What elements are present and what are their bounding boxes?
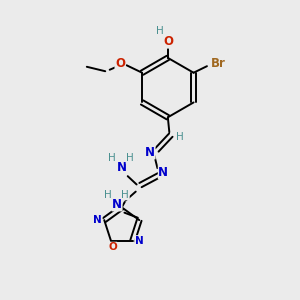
Text: N: N (135, 236, 143, 246)
Text: H: H (103, 190, 111, 200)
Text: O: O (108, 242, 117, 252)
Text: N: N (158, 166, 168, 179)
Text: H: H (126, 153, 134, 163)
Text: H: H (156, 26, 164, 36)
Text: N: N (112, 198, 122, 211)
Text: O: O (164, 35, 173, 48)
Text: N: N (117, 161, 127, 174)
Text: N: N (93, 215, 102, 225)
Text: N: N (145, 146, 155, 159)
Text: H: H (122, 190, 129, 200)
Text: H: H (108, 153, 116, 163)
Text: Br: Br (211, 57, 225, 70)
Text: H: H (176, 132, 184, 142)
Text: O: O (115, 57, 125, 70)
